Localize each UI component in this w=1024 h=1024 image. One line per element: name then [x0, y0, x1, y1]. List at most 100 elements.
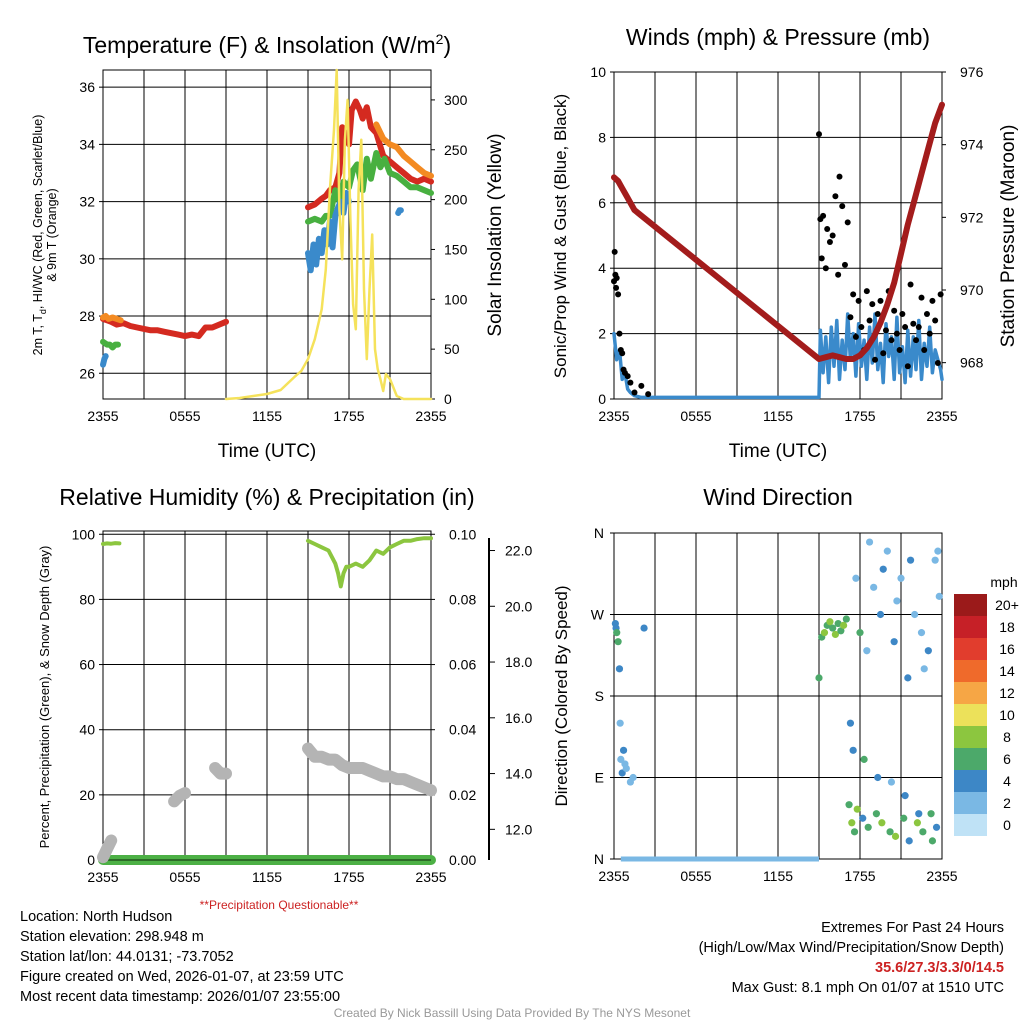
direction-point — [837, 627, 845, 635]
direction-point — [927, 810, 935, 818]
direction-point — [878, 819, 886, 827]
direction-point — [834, 619, 842, 628]
colorbar-swatch — [954, 616, 987, 638]
direction-point — [829, 624, 837, 632]
direction-point — [826, 618, 834, 626]
colorbar-swatch — [954, 770, 987, 792]
extremes-info: Extremes For Past 24 Hours (High/Low/Max… — [699, 918, 1004, 998]
direction-point — [865, 538, 874, 546]
gust-point — [872, 356, 879, 363]
colorbar-label: 18 — [999, 619, 1015, 635]
series-9m-t-afternoon- — [373, 121, 434, 179]
snow-tick-label: 14.0 — [505, 766, 532, 782]
colorbar-swatch — [954, 704, 987, 726]
direction-point — [935, 592, 943, 600]
location-text: Location: North Hudson — [20, 909, 173, 925]
x-tick-label: 1755 — [333, 869, 364, 885]
direction-point — [893, 597, 901, 605]
gust-point — [816, 131, 822, 138]
x-tick-label: 2355 — [415, 408, 446, 424]
direction-point — [904, 674, 912, 682]
colorbar-label: 8 — [1003, 729, 1011, 745]
created-text: Figure created on Wed, 2026-01-07, at 23… — [20, 969, 344, 985]
direction-point — [920, 665, 928, 673]
y-tick-label: N — [594, 851, 604, 867]
chart-title: Relative Humidity (%) & Precipitation (i… — [59, 484, 474, 510]
gust-point — [829, 232, 836, 239]
x-tick-label: 2355 — [598, 868, 629, 884]
colorbar-swatch — [954, 814, 987, 836]
direction-point — [863, 647, 871, 655]
colorbar-swatch — [954, 726, 987, 748]
winds-panel: 2355 0555 1155 1755 235502468109689709729749… — [551, 24, 1019, 462]
direction-point — [886, 828, 894, 836]
gust-point — [869, 301, 876, 308]
gust-point — [902, 324, 909, 331]
humidity-panel: 2355 0555 1155 1755 23550204060801000.000.02… — [37, 484, 532, 912]
y-right-tick-label: 100 — [444, 291, 468, 307]
colorbar-label: 14 — [999, 663, 1015, 679]
y-axis-label: 2m T, Td, HI/WC (Red, Green, Scarlet/Blu… — [31, 115, 48, 356]
direction-point — [856, 629, 864, 637]
x-axis-label: Time (UTC) — [729, 441, 828, 462]
credit-text: Created By Nick Bassill Using Data Provi… — [333, 1006, 691, 1020]
series-2m-t-afternoon- — [305, 98, 434, 211]
gust-point — [836, 173, 843, 180]
direction-point — [852, 574, 860, 582]
gust-point — [832, 193, 839, 200]
y-tick-label: 10 — [590, 64, 606, 80]
station-info: Location: North Hudson Station elevation… — [20, 907, 344, 1007]
colorbar-label: 2 — [1003, 795, 1011, 811]
colorbar-swatch — [954, 638, 987, 660]
x-tick-label: 1755 — [844, 868, 875, 884]
gust-point — [923, 310, 930, 317]
latlon-text: Station lat/lon: 44.0131; -73.7052 — [20, 949, 234, 965]
direction-point — [864, 823, 872, 831]
gust-point — [937, 291, 944, 298]
gust-point — [934, 360, 941, 367]
y-right-tick-label: 250 — [444, 142, 468, 158]
y-tick-label: 40 — [79, 722, 95, 738]
direction-point — [849, 746, 857, 754]
snow-tick-label: 12.0 — [505, 821, 532, 837]
snow-tick-label: 16.0 — [505, 710, 532, 726]
direction-point — [891, 832, 900, 840]
gust-point — [866, 317, 873, 324]
direction-point — [883, 547, 891, 555]
temperature-panel: 2355 0555 1155 1755 2355 26 28 30 32 34 36 0 50 100 15… — [31, 31, 506, 462]
direction-point — [901, 792, 909, 800]
extremes-title: Extremes For Past 24 Hours — [821, 920, 1004, 936]
y-right-tick-label: 974 — [960, 137, 984, 153]
gust-point — [826, 239, 833, 246]
x-tick-label: 0555 — [680, 408, 711, 424]
gust-point — [619, 350, 626, 357]
y-right-tick-label: 970 — [960, 282, 984, 298]
colorbar-label: 20+ — [995, 597, 1019, 613]
colorbar-swatch — [954, 748, 987, 770]
series-station-pressure — [611, 101, 945, 362]
x-tick-label: 1155 — [763, 408, 793, 424]
direction-point — [900, 814, 908, 822]
x-tick-label: 1155 — [252, 869, 282, 885]
direction-point — [872, 810, 881, 818]
y-right-tick-label: 976 — [960, 64, 984, 80]
precip-tick-label: 0.00 — [449, 852, 476, 868]
x-tick-label: 2355 — [415, 869, 446, 885]
y-tick-label: 80 — [79, 591, 95, 607]
gust-point — [929, 297, 936, 304]
y-axis-label: Direction (Colored By Speed) — [552, 585, 571, 806]
gust-point — [893, 330, 900, 337]
y-tick-label: 8 — [598, 129, 606, 145]
series-snow-depth — [97, 834, 118, 864]
direction-point — [928, 837, 937, 845]
direction-point — [870, 583, 878, 591]
direction-point — [876, 610, 885, 619]
gust-point — [921, 346, 928, 353]
gust-point — [638, 382, 645, 389]
gust-point — [915, 324, 922, 331]
y-tick-label: 6 — [598, 195, 606, 211]
colorbar-label: 6 — [1003, 751, 1011, 767]
y-tick-label: 28 — [79, 308, 95, 324]
series-snow-depth — [302, 742, 437, 797]
